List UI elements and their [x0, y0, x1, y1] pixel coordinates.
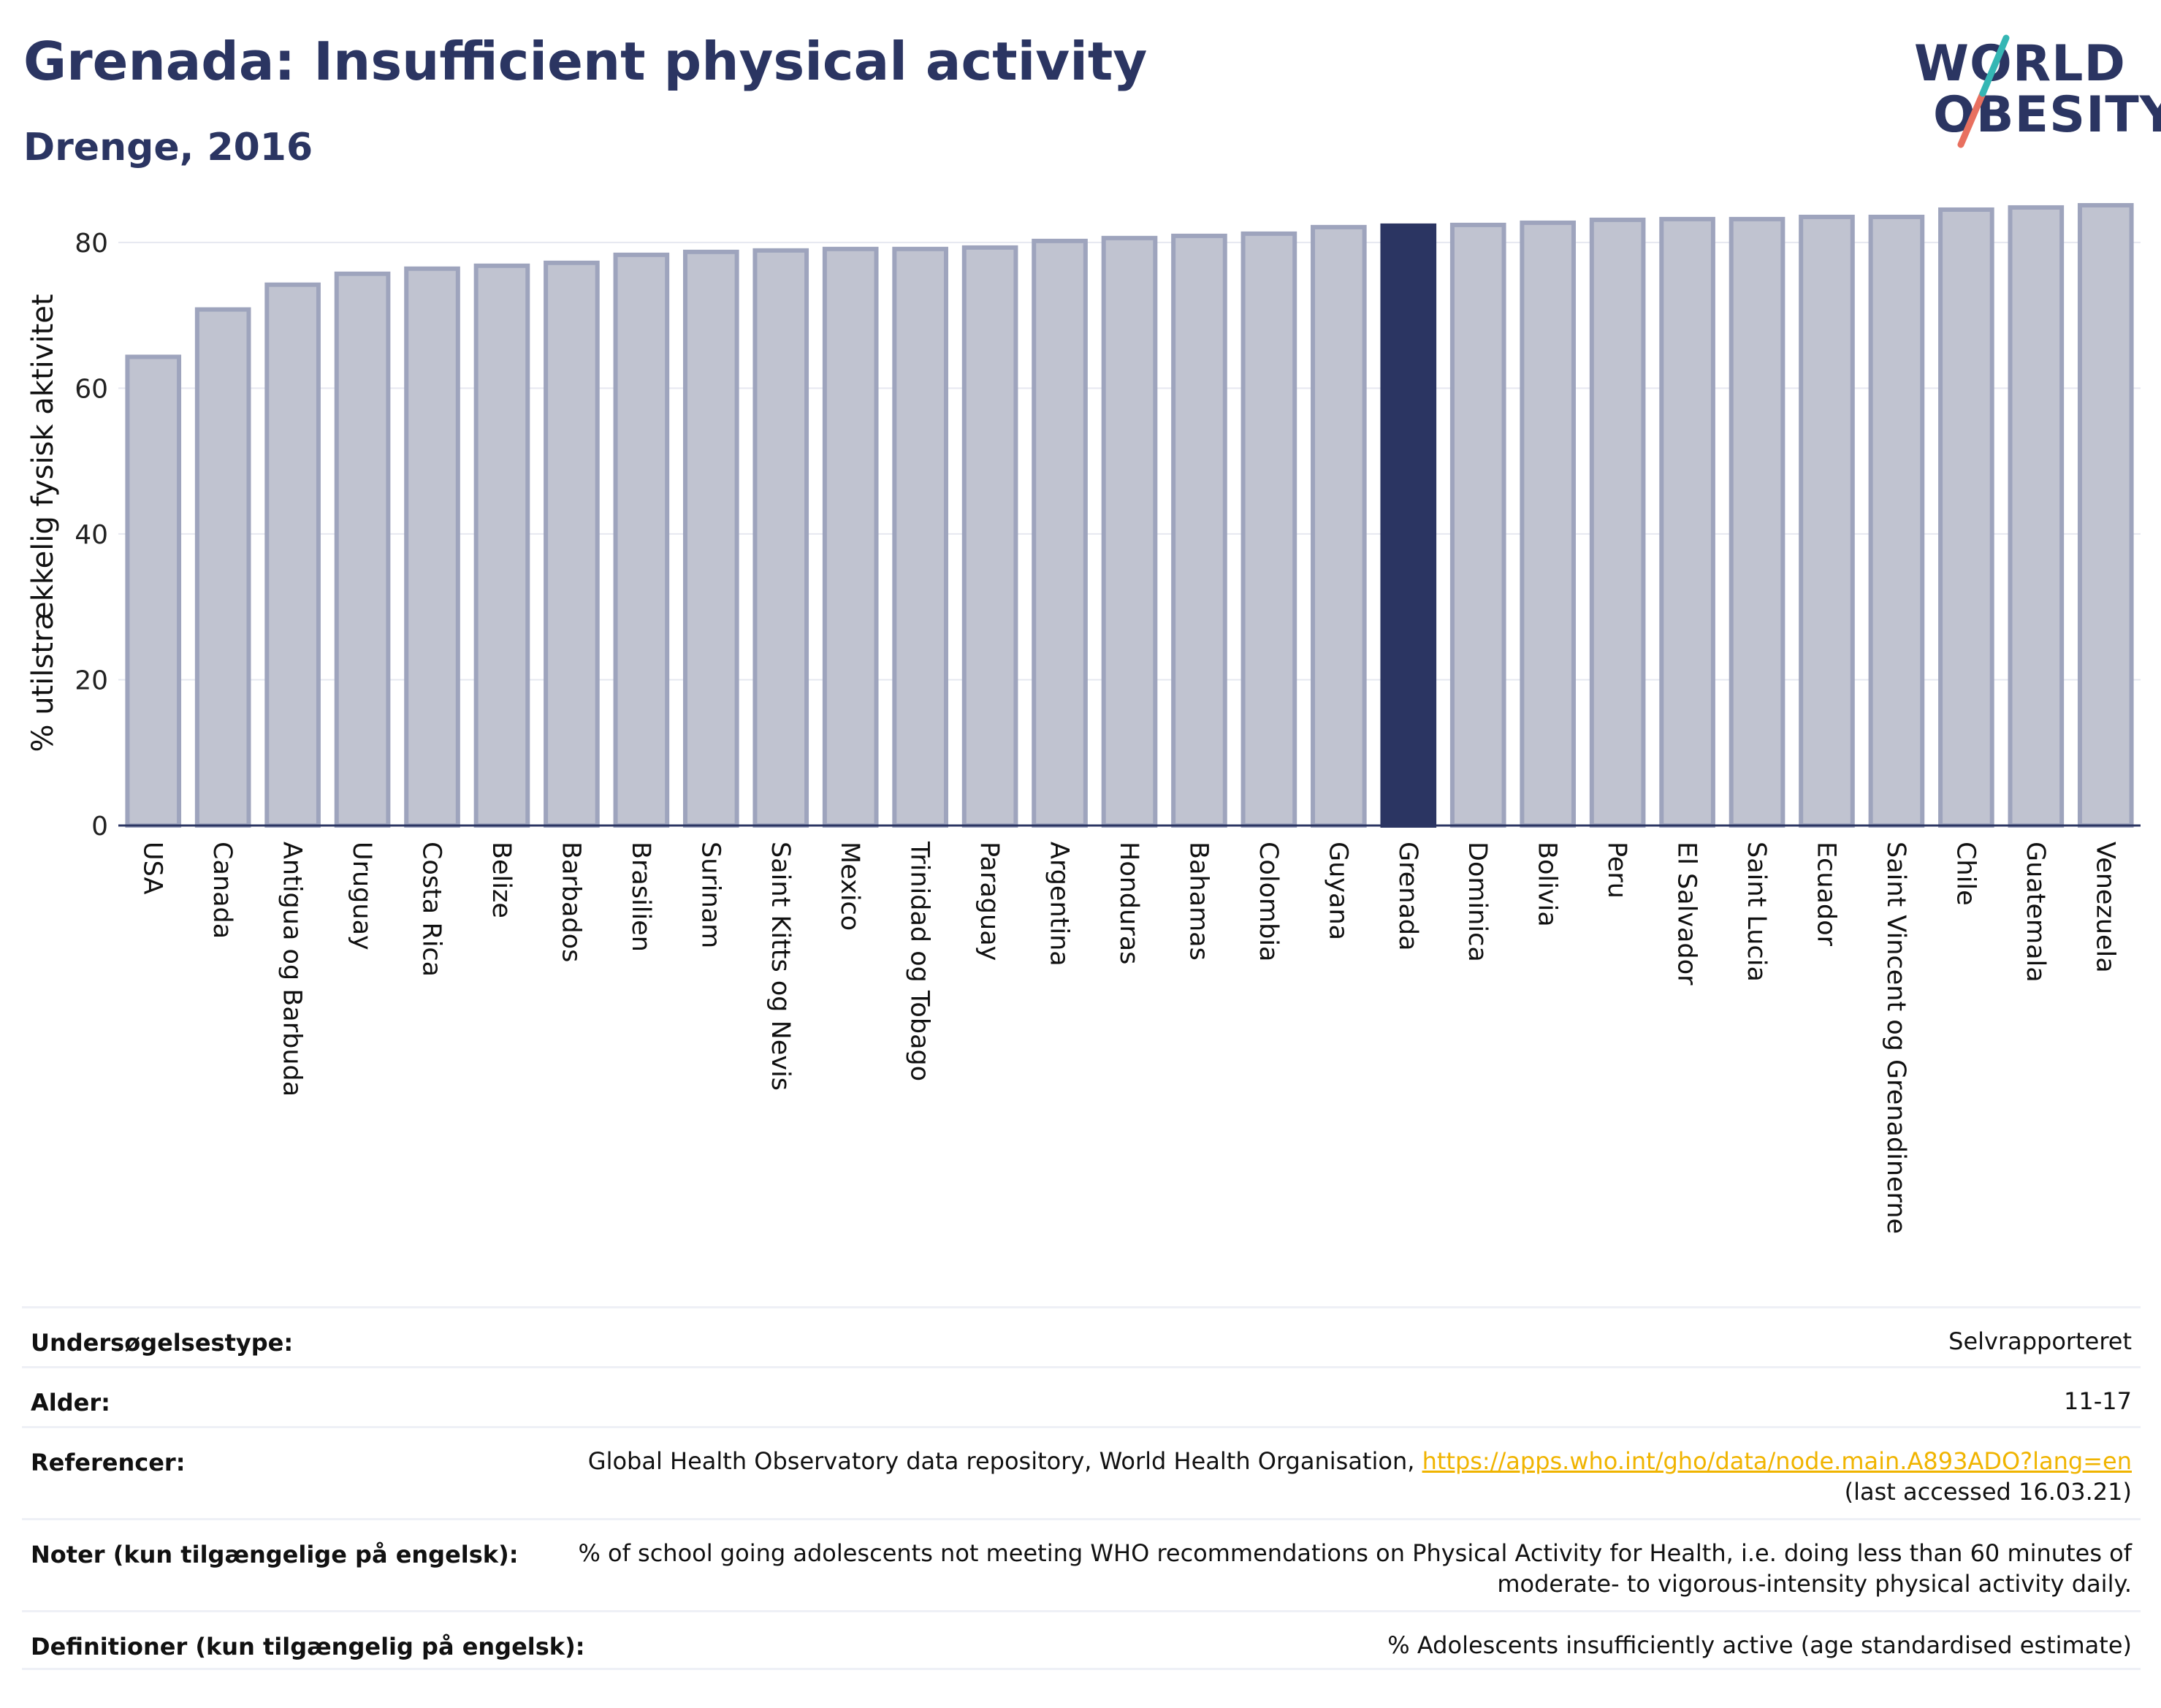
x-tick-label: Saint Kitts og Nevis: [766, 842, 795, 1091]
bar-dominica[interactable]: [1449, 222, 1506, 828]
bar-peru[interactable]: [1589, 217, 1646, 828]
references-text: Global Health Observatory data repositor…: [587, 1447, 1422, 1475]
bar-barbados[interactable]: [544, 260, 600, 828]
bar-bolivia[interactable]: [1520, 220, 1577, 828]
y-tick-label: 0: [91, 812, 108, 842]
bar-colombia[interactable]: [1240, 231, 1297, 828]
bars: [125, 202, 2134, 828]
x-tick-label: Grenada: [1393, 842, 1422, 951]
bar-costa-rica[interactable]: [404, 266, 460, 828]
bar-saint-vincent-og-grenadinerne[interactable]: [1868, 214, 1925, 828]
x-tick-label: Saint Lucia: [1742, 842, 1771, 982]
x-tick-label: Antigua og Barbuda: [278, 842, 307, 1097]
x-tick-label: Colombia: [1254, 842, 1283, 961]
x-tick-label: Venezuela: [2090, 842, 2119, 973]
references-value: Global Health Observatory data repositor…: [588, 1428, 2132, 1518]
x-tick-label: Bahamas: [1184, 842, 1213, 961]
definitions-label: Definitioner (kun tilgængelig på engelsk…: [31, 1633, 585, 1661]
y-tick-label: 20: [75, 666, 108, 695]
bar-saint-lucia[interactable]: [1729, 216, 1785, 828]
x-tick-label: Argentina: [1045, 842, 1074, 967]
y-axis-label: % utilstrækkelig fysisk aktivitet: [26, 294, 60, 752]
x-tick-label: Uruguay: [347, 842, 376, 950]
definitions-value: % Adolescents insufficiently active (age…: [1387, 1631, 2132, 1659]
x-tick-label: Ecuador: [1811, 842, 1840, 947]
x-tick-label: Saint Vincent og Grenadinerne: [1881, 842, 1910, 1234]
x-tick-labels: USA Canada Antigua og Barbuda Uruguay Costa …: [138, 841, 2120, 1234]
x-tick-label: Guyana: [1323, 842, 1352, 940]
x-tick-label: Paraguay: [975, 842, 1004, 961]
x-tick-label: Trinidad og Tobago: [905, 841, 934, 1081]
x-tick-label: Chile: [1951, 842, 1980, 906]
notes-value: % of school going adolescents not meetin…: [578, 1520, 2132, 1610]
x-tick-label: Guatemala: [2021, 842, 2050, 983]
bar-saint-kitts-og-nevis[interactable]: [752, 248, 809, 828]
references-accessed: (last accessed 16.03.21): [1844, 1478, 2132, 1506]
bar-bahamas[interactable]: [1171, 233, 1227, 828]
x-tick-label: Canada: [207, 842, 237, 939]
bar-chile[interactable]: [1938, 207, 1994, 828]
bar-ecuador[interactable]: [1799, 214, 1855, 828]
y-tick-labels: 0 20 40 60 80: [75, 229, 108, 842]
logo-word-world: WORLD: [1914, 35, 2126, 93]
bar-guyana[interactable]: [1311, 224, 1367, 828]
bar-trinidad-og-tobago[interactable]: [892, 246, 948, 828]
bar-canada[interactable]: [194, 307, 251, 828]
bar-uruguay[interactable]: [334, 271, 391, 828]
bar-honduras[interactable]: [1101, 235, 1158, 828]
x-tick-label: Brasilien: [626, 842, 655, 952]
y-tick-label: 80: [75, 229, 108, 259]
bar-el-salvador[interactable]: [1659, 216, 1715, 828]
age-label: Alder:: [31, 1389, 110, 1417]
bar-brasilien[interactable]: [613, 252, 670, 828]
bar-argentina[interactable]: [1032, 238, 1088, 828]
info-row-age: Alder: 11-17: [22, 1366, 2141, 1426]
y-tick-label: 40: [75, 520, 108, 550]
bar-chart: 0 20 40 60 80 USA Canada Antigua og Barbuda Uru…: [26, 202, 2141, 1234]
notes-line-2: moderate- to vigorous-intensity physical…: [1497, 1570, 2132, 1598]
info-row-notes: Noter (kun tilgængelige på engelsk): % o…: [22, 1518, 2141, 1610]
survey-type-label: Undersøgelsestype:: [31, 1329, 294, 1357]
bar-guatemala[interactable]: [2008, 205, 2065, 828]
bar-paraguay[interactable]: [961, 245, 1018, 828]
x-tick-label: Surinam: [695, 842, 725, 948]
info-row-definitions: Definitioner (kun tilgængelig på engelsk…: [22, 1610, 2141, 1670]
info-row-references: Referencer: Global Health Observatory da…: [22, 1426, 2141, 1518]
page-subtitle: Drenge, 2016: [23, 126, 313, 169]
bar-venezuela[interactable]: [2077, 202, 2134, 828]
references-label: Referencer:: [31, 1449, 186, 1476]
info-row-survey-type: Undersøgelsestype: Selvrapporteret: [22, 1306, 2141, 1366]
references-link[interactable]: https://apps.who.int/gho/data/node.main.…: [1422, 1447, 2132, 1475]
info-table: Undersøgelsestype: Selvrapporteret Alder…: [22, 1306, 2141, 1670]
x-tick-label: Dominica: [1463, 842, 1492, 962]
bar-usa[interactable]: [125, 354, 182, 828]
x-tick-label: Barbados: [556, 842, 585, 962]
x-tick-label: Honduras: [1114, 842, 1143, 964]
y-tick-label: 60: [75, 374, 108, 404]
x-tick-label: Bolivia: [1533, 842, 1562, 927]
notes-label: Noter (kun tilgængelige på engelsk):: [31, 1541, 519, 1568]
age-value: 11-17: [2064, 1387, 2132, 1415]
x-tick-label: Costa Rica: [417, 842, 446, 977]
logo-slash-icon: [1957, 34, 2010, 148]
bar-grenada[interactable]: [1380, 223, 1437, 828]
x-tick-label: Belize: [487, 842, 516, 918]
x-tick-label: Peru: [1602, 842, 1631, 899]
x-tick-label: Mexico: [835, 842, 864, 931]
notes-line-1: % of school going adolescents not meetin…: [578, 1539, 2132, 1567]
bar-surinam[interactable]: [682, 249, 739, 828]
page-title: Grenada: Insufficient physical activity: [23, 31, 1148, 92]
x-tick-label: USA: [138, 842, 167, 894]
world-obesity-logo: WORLD OBESITY: [1899, 29, 2161, 153]
bar-belize[interactable]: [473, 263, 530, 828]
bar-mexico[interactable]: [822, 246, 879, 828]
x-tick-label: El Salvador: [1672, 842, 1701, 985]
bar-antigua-og-barbuda[interactable]: [264, 282, 321, 828]
survey-type-value: Selvrapporteret: [1948, 1327, 2132, 1355]
